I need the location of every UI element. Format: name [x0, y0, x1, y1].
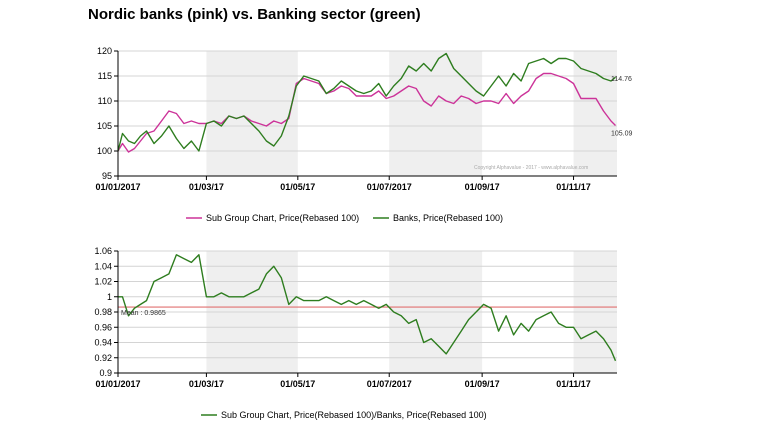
- top-band-1: [389, 51, 483, 176]
- top-series-lines: [117, 52, 616, 153]
- top-ytick-label-4: 115: [98, 71, 112, 81]
- top-xtick-label-5: 01/11/17: [556, 182, 591, 192]
- end-label-0: 105.09: [611, 131, 633, 138]
- top-series-line-0: [117, 72, 616, 153]
- bot-ytick-label-1: 0.92: [94, 353, 112, 363]
- top-band-0: [206, 51, 298, 176]
- bottom-axes: [117, 251, 617, 374]
- top-shaded-bands: [206, 51, 617, 176]
- mean-label: Mean : 0.9865: [121, 310, 166, 317]
- top-x-tick-labels: 01/01/2017 01/03/17 01/05/17 01/07/2017 01/0…: [95, 176, 591, 192]
- top-series-line-1: [117, 52, 616, 152]
- end-label-1: 114.76: [611, 76, 632, 83]
- bottom-x-tick-labels: 01/01/2017 01/03/17 01/05/17 01/07/2017 01/0…: [95, 373, 591, 389]
- top-ytick-label-0: 95: [102, 171, 112, 181]
- bot-ytick-label-8: 1.06: [94, 246, 112, 256]
- bot-xtick-label-5: 01/11/17: [556, 379, 591, 389]
- top-ytick-label-1: 100: [97, 146, 112, 156]
- bot-ytick-label-0: 0.9: [99, 368, 112, 378]
- bot-xtick-label-4: 01/09/17: [465, 379, 500, 389]
- bot-series-line-0: [118, 254, 617, 362]
- bot-xtick-label-1: 01/03/17: [189, 379, 224, 389]
- page-title: Nordic banks (pink) vs. Banking sector (…: [88, 6, 421, 23]
- top-xtick-label-2: 01/05/17: [280, 182, 315, 192]
- bot-ytick-label-4: 0.98: [94, 307, 112, 317]
- bot-ytick-label-7: 1.04: [94, 261, 112, 271]
- bot-ytick-label-3: 0.96: [94, 322, 112, 332]
- legend-pink-label: Sub Group Chart, Price(Rebased 100): [206, 213, 359, 223]
- bot-ytick-label-6: 1.02: [94, 277, 112, 287]
- top-ytick-label-2: 105: [97, 121, 112, 131]
- bot-ytick-label-2: 0.94: [94, 338, 112, 348]
- legend-green-label: Banks, Price(Rebased 100): [393, 213, 503, 223]
- top-xtick-label-0: 01/01/2017: [95, 182, 140, 192]
- top-band-2: [573, 51, 617, 176]
- copyright-watermark: Copyright Alphavalue - 2017 - www.alphav…: [474, 165, 588, 171]
- bottom-series-lines: [118, 254, 617, 362]
- top-ytick-label-3: 110: [98, 96, 112, 106]
- top-xtick-label-3: 01/07/2017: [367, 182, 412, 192]
- top-end-labels: 105.09 114.76: [611, 76, 633, 137]
- top-xtick-label-1: 01/03/17: [189, 182, 224, 192]
- bot-xtick-label-3: 01/07/2017: [367, 379, 412, 389]
- top-y-tick-labels: 95 100 105 110 115 120: [97, 46, 112, 181]
- bot-xtick-label-2: 01/05/17: [280, 379, 315, 389]
- top-axes: [117, 51, 617, 177]
- bot-ytick-label-5: 1: [107, 292, 112, 302]
- top-ytick-label-5: 120: [97, 46, 112, 56]
- bottom-y-tick-labels: 0.9 0.92 0.94 0.96 0.98 1 1.02 1.04 1.06: [94, 246, 112, 378]
- bottom-legend: Sub Group Chart, Price(Rebased 100)/Bank…: [201, 410, 487, 420]
- top-legend: Sub Group Chart, Price(Rebased 100) Bank…: [186, 213, 503, 223]
- bottom-chart: 0.9 0.92 0.94 0.96 0.98 1 1.02 1.04 1.06 01/01/2…: [94, 246, 617, 389]
- bot-xtick-label-0: 01/01/2017: [95, 379, 140, 389]
- top-gridlines: [114, 50, 617, 177]
- bottom-gridlines: [114, 250, 617, 374]
- top-xtick-label-4: 01/09/17: [465, 182, 500, 192]
- legend-ratio-label: Sub Group Chart, Price(Rebased 100)/Bank…: [221, 410, 487, 420]
